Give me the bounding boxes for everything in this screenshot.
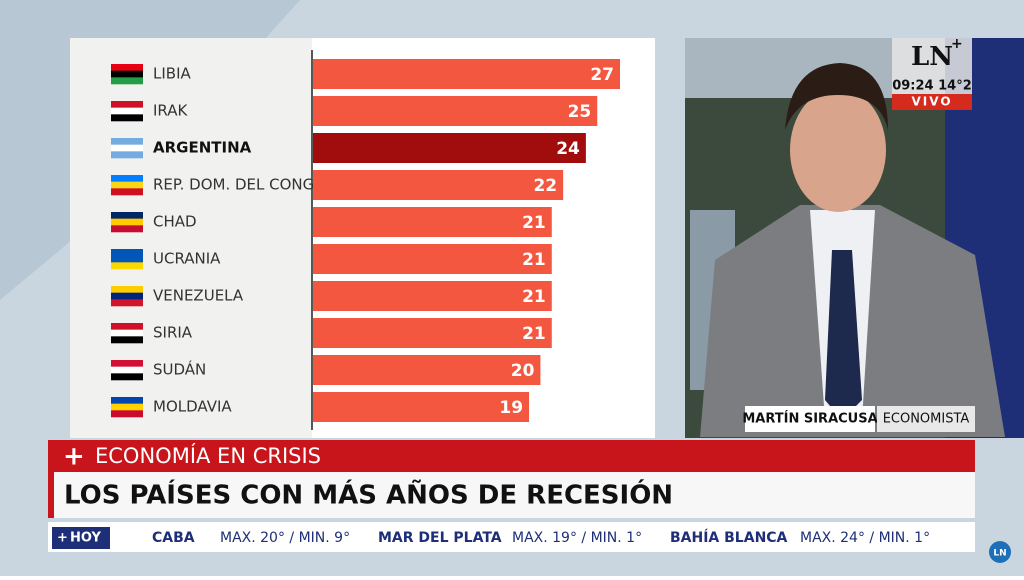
ticker-forecast: MAX. 24° / MIN. 1° — [800, 530, 930, 546]
flag-stripe — [111, 64, 143, 71]
value-label: 27 — [590, 65, 614, 85]
bar — [313, 318, 552, 348]
flag-stripe — [111, 70, 143, 78]
bar — [313, 355, 541, 385]
ticker-plus: + — [57, 531, 68, 546]
flag-stripe — [111, 225, 143, 233]
ticker-label: HOY — [70, 531, 101, 546]
value-label: 21 — [522, 287, 546, 307]
caption-name-box — [745, 406, 875, 432]
kicker: ECONOMÍA EN CRISIS — [95, 443, 321, 468]
bar — [313, 244, 552, 274]
flag-stripe — [111, 188, 143, 196]
ticker-bar — [48, 522, 975, 552]
value-label: 19 — [499, 398, 523, 418]
flag-stripe — [111, 286, 143, 293]
category-label: ARGENTINA — [153, 139, 252, 157]
flag-stripe — [111, 212, 143, 219]
value-label: 25 — [568, 102, 592, 122]
value-label: 20 — [511, 361, 535, 381]
flag-stripe — [111, 175, 143, 182]
live-label: VIVO — [911, 95, 952, 109]
flag-stripe — [111, 77, 143, 85]
value-label: 21 — [522, 250, 546, 270]
value-label: 21 — [522, 213, 546, 233]
person-tie — [825, 250, 862, 420]
kicker-bar — [48, 440, 975, 472]
bar — [313, 281, 552, 311]
headline-bar — [48, 472, 975, 518]
caption-role-box — [877, 406, 975, 432]
corner-logo: LN — [993, 549, 1006, 559]
flag-stripe — [111, 329, 143, 337]
category-label: CHAD — [153, 213, 197, 231]
bar — [313, 170, 564, 200]
flag-stripe — [111, 255, 143, 263]
value-label: 21 — [522, 324, 546, 344]
bar — [313, 392, 530, 422]
bar — [313, 133, 586, 163]
ticker-forecast: MAX. 20° / MIN. 9° — [220, 530, 350, 546]
headline: LOS PAÍSES CON MÁS AÑOS DE RECESIÓN — [64, 479, 673, 511]
category-label: LIBIA — [153, 65, 191, 83]
flag-stripe — [111, 410, 143, 418]
live-box — [892, 94, 972, 110]
category-label: VENEZUELA — [153, 287, 244, 305]
flag-stripe — [111, 107, 143, 115]
flag-stripe — [111, 373, 143, 381]
flag-stripe — [111, 366, 143, 374]
caption-name: MARTÍN SIRACUSA — [742, 411, 877, 427]
category-label: SUDÁN — [153, 360, 206, 379]
channel-logo: LN — [911, 42, 953, 72]
bar — [313, 207, 552, 237]
category-label: SIRIA — [153, 324, 193, 342]
flag-stripe — [111, 360, 143, 367]
flag-stripe — [111, 151, 143, 159]
bar — [313, 59, 620, 89]
flag-stripe — [111, 144, 143, 152]
value-label: 22 — [533, 176, 557, 196]
chart: LIBIA 27 IRAK 25 ARGENTINA 24 REP. DOM. DEL CO… — [111, 59, 620, 422]
person-hair — [785, 63, 888, 130]
flag-stripe — [111, 397, 143, 404]
caption-role: ECONOMISTA — [883, 412, 970, 427]
ticker-city: MAR DEL PLATA — [378, 530, 502, 546]
ticker-city: CABA — [152, 530, 195, 546]
time-temp: 09:24 14°2 — [892, 79, 972, 94]
flag-stripe — [111, 292, 143, 300]
category-label: IRAK — [153, 102, 188, 120]
category-label: MOLDAVIA — [153, 398, 232, 416]
flag-stripe — [111, 336, 143, 344]
flag-stripe — [111, 249, 143, 256]
value-label: 24 — [556, 139, 580, 159]
ticker-forecast: MAX. 19° / MIN. 1° — [512, 530, 642, 546]
flag-stripe — [111, 138, 143, 145]
flag-stripe — [111, 323, 143, 330]
kicker-plus: + — [63, 442, 85, 472]
flag-stripe — [111, 114, 143, 122]
corner-logo-badge — [989, 541, 1011, 563]
category-label: REP. DOM. DEL CONGO — [153, 176, 326, 194]
flag-stripe — [111, 403, 143, 411]
bar — [313, 96, 598, 126]
flag-stripe — [111, 101, 143, 108]
flag-stripe — [111, 262, 143, 270]
flag-stripe — [111, 181, 143, 189]
ticker-city: BAHÍA BLANCA — [670, 529, 788, 546]
flag-stripe — [111, 299, 143, 307]
category-label: UCRANIA — [153, 250, 221, 268]
logo-plus: + — [951, 36, 963, 52]
flag-stripe — [111, 218, 143, 226]
label-area — [70, 38, 312, 438]
headline-accent — [48, 472, 54, 518]
ticker-label-box — [52, 527, 110, 549]
person-head — [790, 88, 886, 212]
